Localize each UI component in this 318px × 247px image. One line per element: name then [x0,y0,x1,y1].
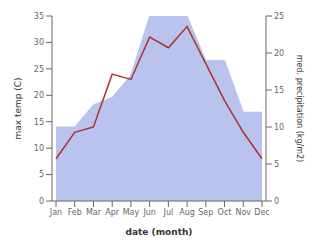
svg-text:Jun: Jun [142,208,156,217]
svg-text:35: 35 [34,12,44,21]
svg-text:0: 0 [39,197,44,206]
svg-text:date (month): date (month) [126,227,193,237]
svg-text:25: 25 [274,12,284,21]
svg-text:Mar: Mar [86,208,102,217]
svg-text:25: 25 [34,65,44,74]
svg-text:Sep: Sep [198,208,213,217]
svg-text:5: 5 [39,170,44,179]
svg-text:May: May [123,208,140,217]
svg-text:max temp (C): max temp (C) [13,77,23,139]
svg-text:15: 15 [34,118,44,127]
svg-text:10: 10 [34,144,44,153]
svg-text:5: 5 [274,160,279,169]
svg-text:20: 20 [34,91,44,100]
svg-text:Oct: Oct [218,208,232,217]
svg-text:15: 15 [274,86,284,95]
svg-text:Apr: Apr [105,208,120,217]
svg-text:0: 0 [274,197,279,206]
svg-text:med. precipitation (kg/m2): med. precipitation (kg/m2) [295,55,304,162]
svg-text:Dec: Dec [254,208,269,217]
svg-text:Jul: Jul [163,208,174,217]
svg-text:30: 30 [34,38,44,47]
svg-text:Jan: Jan [49,208,62,217]
svg-text:Aug: Aug [179,208,195,217]
svg-text:Feb: Feb [68,208,82,217]
svg-text:Nov: Nov [235,208,251,217]
svg-text:10: 10 [274,123,284,132]
svg-text:20: 20 [274,49,284,58]
